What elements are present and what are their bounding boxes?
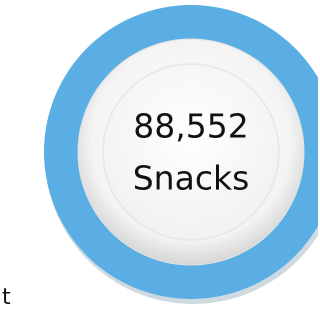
plate-graphic: 88,552 Snacks t <box>0 0 318 315</box>
page: 88,552 Snacks t (() => { const data = JS… <box>0 0 318 315</box>
count: 88,552 <box>133 107 248 146</box>
cropped-text: t <box>2 285 11 310</box>
label: Snacks <box>133 159 250 198</box>
plate-center <box>103 64 279 240</box>
